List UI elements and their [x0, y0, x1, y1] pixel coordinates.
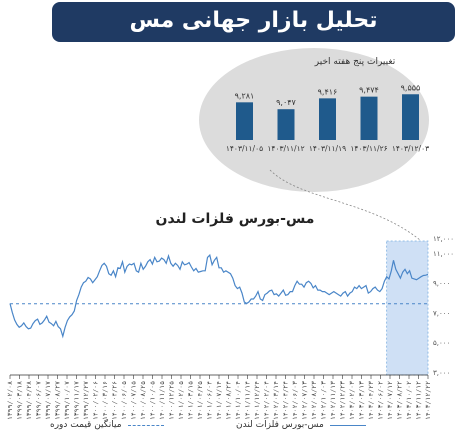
x-tick-label: ۱۴۰۲/۱۰/۰۳ [320, 381, 328, 420]
x-tick-label: ۱۴۰۳/۱۲/۲۲ [424, 381, 432, 420]
title-banner: تحلیل بازار جهانی مس [52, 2, 455, 42]
x-tick-label: ۱۴۰۳/۰۶/۰۲ [377, 381, 385, 420]
x-tick-label: ۱۴۰۲/۰۶/۰۳ [291, 381, 299, 420]
mini-bar-group: ۹,۲۸۱ ۱۴۰۳/۱۱/۰۵ ۹,۰۴۷ ۱۴۰۳/۱۱/۱۲ ۹,۴۱۶ ۱۴۰۳/… [226, 83, 429, 153]
mini-bar-category-label: ۱۴۰۳/۱۱/۲۶ [350, 144, 387, 153]
y-tick-label: ۱۲,۰۰۰ [433, 235, 454, 243]
x-tick-label: ۱۴۰۲/۱۲/۲۳ [339, 381, 347, 420]
mini-bar-category-label: ۱۴۰۳/۱۱/۱۹ [309, 144, 346, 153]
x-tick-label: ۱۴۰۰/۰۲/۰۶ [92, 381, 100, 420]
x-tick-label: ۱۳۹۹/۰۳/۱۸ [16, 381, 24, 420]
x-tick-label: ۱۳۹۹/۱۱/۱۷ [73, 381, 81, 420]
mini-bar-value-label: ۹,۰۴۷ [276, 98, 296, 107]
x-tick-label: ۱۴۰۱/۰۷/۱۴ [215, 381, 223, 420]
x-tick-label: ۱۴۰۱/۰۲/۰۵ [177, 381, 185, 420]
x-tick-label: ۱۴۰۲/۰۲/۰۴ [263, 381, 271, 420]
x-tick-label: ۱۳۹۹/۰۲/۰۸ [6, 381, 14, 420]
y-tick-label: ۹,۰۰۰ [433, 280, 450, 288]
x-tick-label: ۱۴۰۱/۱۰/۰۴ [234, 381, 242, 420]
legend-average-label: میانگین قیمت دوره [50, 420, 122, 430]
x-tick-label: ۱۴۰۲/۰۷/۱۳ [301, 381, 309, 420]
x-tick-label: ۱۴۰۲/۰۳/۱۴ [272, 381, 280, 420]
mini-bar [236, 102, 253, 140]
x-tick-label: ۱۴۰۱/۰۶/۰۴ [206, 381, 214, 420]
x-tick-label: ۱۳۹۹/۰۷/۱۷ [44, 381, 52, 420]
x-tick-label: ۱۴۰۰/۰۳/۱۶ [101, 381, 109, 420]
y-tick-label: ۳,۰۰۰ [433, 369, 450, 377]
x-tick-label: ۱۴۰۱/۱۱/۱۴ [244, 381, 252, 420]
mini-bar-category-label: ۱۴۰۳/۱۱/۰۵ [226, 144, 263, 153]
mini-chart-title: تغییرات پنج هفته اخیر [314, 57, 396, 67]
mini-bar [402, 94, 419, 140]
x-tick-label: ۱۴۰۱/۰۸/۲۴ [225, 381, 233, 420]
mini-bar-value-label: ۹,۵۵۵ [401, 83, 421, 92]
legend-average: میانگین قیمت دوره [50, 420, 164, 430]
x-tick-label: ۱۴۰۳/۱۰/۰۲ [405, 381, 413, 420]
y-tick-label: ۷,۰۰۰ [433, 309, 450, 317]
x-tick-label: ۱۴۰۰/۱۱/۱۵ [158, 381, 166, 420]
x-tick-label: ۱۴۰۳/۰۳/۱۳ [358, 381, 366, 420]
x-tick-label: ۱۴۰۳/۰۸/۲۲ [396, 381, 404, 420]
mini-bar-value-label: ۹,۴۱۶ [318, 87, 338, 96]
page-title: تحلیل بازار جهانی مس [129, 8, 378, 33]
x-tick-label: ۱۴۰۰/۰۶/۰۵ [120, 381, 128, 420]
x-tick-label: ۱۴۰۰/۰۴/۲۶ [111, 381, 119, 420]
main-chart-title: مس-بورس فلزات لندن [156, 211, 315, 227]
y-axis-ticks: ۳,۰۰۰ ۵,۰۰۰ ۷,۰۰۰ ۹,۰۰۰ ۱۱,۰۰۰ ۱۲,۰۰۰ [433, 235, 454, 377]
mini-bar-category-label: ۱۴۰۳/۱۲/۰۳ [392, 144, 429, 153]
mini-bar-value-label: ۹,۴۷۴ [359, 86, 379, 95]
y-tick-label: ۵,۰۰۰ [433, 339, 450, 347]
x-tick-label: ۱۴۰۳/۰۲/۰۳ [348, 381, 356, 420]
bubble-connector [269, 169, 421, 241]
x-tick-label: ۱۴۰۱/۰۳/۱۵ [187, 381, 195, 420]
x-axis-ticks: ۱۳۹۹/۰۲/۰۸ ۱۳۹۹/۰۳/۱۸ ۱۳۹۹/۰۴/۲۸ ۱۳۹۹/۰۶/۰۷… [6, 375, 432, 420]
legend-price: مس-بورس فلزات لندن [236, 420, 366, 430]
mini-bar-category-label: ۱۴۰۳/۱۱/۱۲ [267, 144, 304, 153]
y-tick-label: ۱۱,۰۰۰ [433, 250, 454, 258]
x-tick-label: ۱۳۹۹/۱۲/۲۷ [82, 381, 90, 420]
x-tick-label: ۱۴۰۳/۰۷/۱۲ [386, 381, 394, 420]
legend-price-label: مس-بورس فلزات لندن [236, 420, 324, 430]
x-tick-label: ۱۴۰۰/۱۰/۰۵ [149, 381, 157, 420]
x-tick-label: ۱۳۹۹/۱۰/۰۷ [63, 381, 71, 420]
x-tick-label: ۱۴۰۳/۱۱/۱۲ [415, 381, 423, 420]
x-tick-label: ۱۴۰۰/۰۸/۲۵ [139, 381, 147, 420]
mini-bar [319, 98, 336, 140]
x-tick-label: ۱۴۰۲/۱۱/۱۳ [329, 381, 337, 420]
x-tick-label: ۱۴۰۰/۰۷/۱۵ [130, 381, 138, 420]
x-tick-label: ۱۴۰۲/۰۴/۲۴ [282, 381, 290, 420]
x-tick-label: ۱۴۰۱/۰۴/۲۵ [196, 381, 204, 420]
mini-bar [360, 96, 378, 140]
x-tick-label: ۱۳۹۹/۰۶/۰۷ [35, 381, 43, 420]
x-tick-label: ۱۴۰۳/۰۴/۲۳ [367, 381, 375, 420]
x-tick-label: ۱۴۰۲/۰۸/۲۳ [310, 381, 318, 420]
x-tick-label: ۱۳۹۹/۰۸/۲۷ [54, 381, 62, 420]
x-tick-label: ۱۳۹۹/۰۴/۲۸ [25, 381, 33, 420]
lme-copper-price-line [9, 253, 429, 339]
mini-bar [277, 109, 295, 140]
x-tick-label: ۱۴۰۱/۱۲/۲۴ [253, 381, 261, 420]
legend-price-swatch [329, 424, 366, 426]
mini-chart-bubble [199, 48, 429, 192]
x-tick-label: ۱۴۰۰/۱۲/۲۵ [168, 381, 176, 420]
legend-average-swatch [127, 424, 164, 426]
mini-bar-value-label: ۹,۲۸۱ [235, 91, 255, 100]
